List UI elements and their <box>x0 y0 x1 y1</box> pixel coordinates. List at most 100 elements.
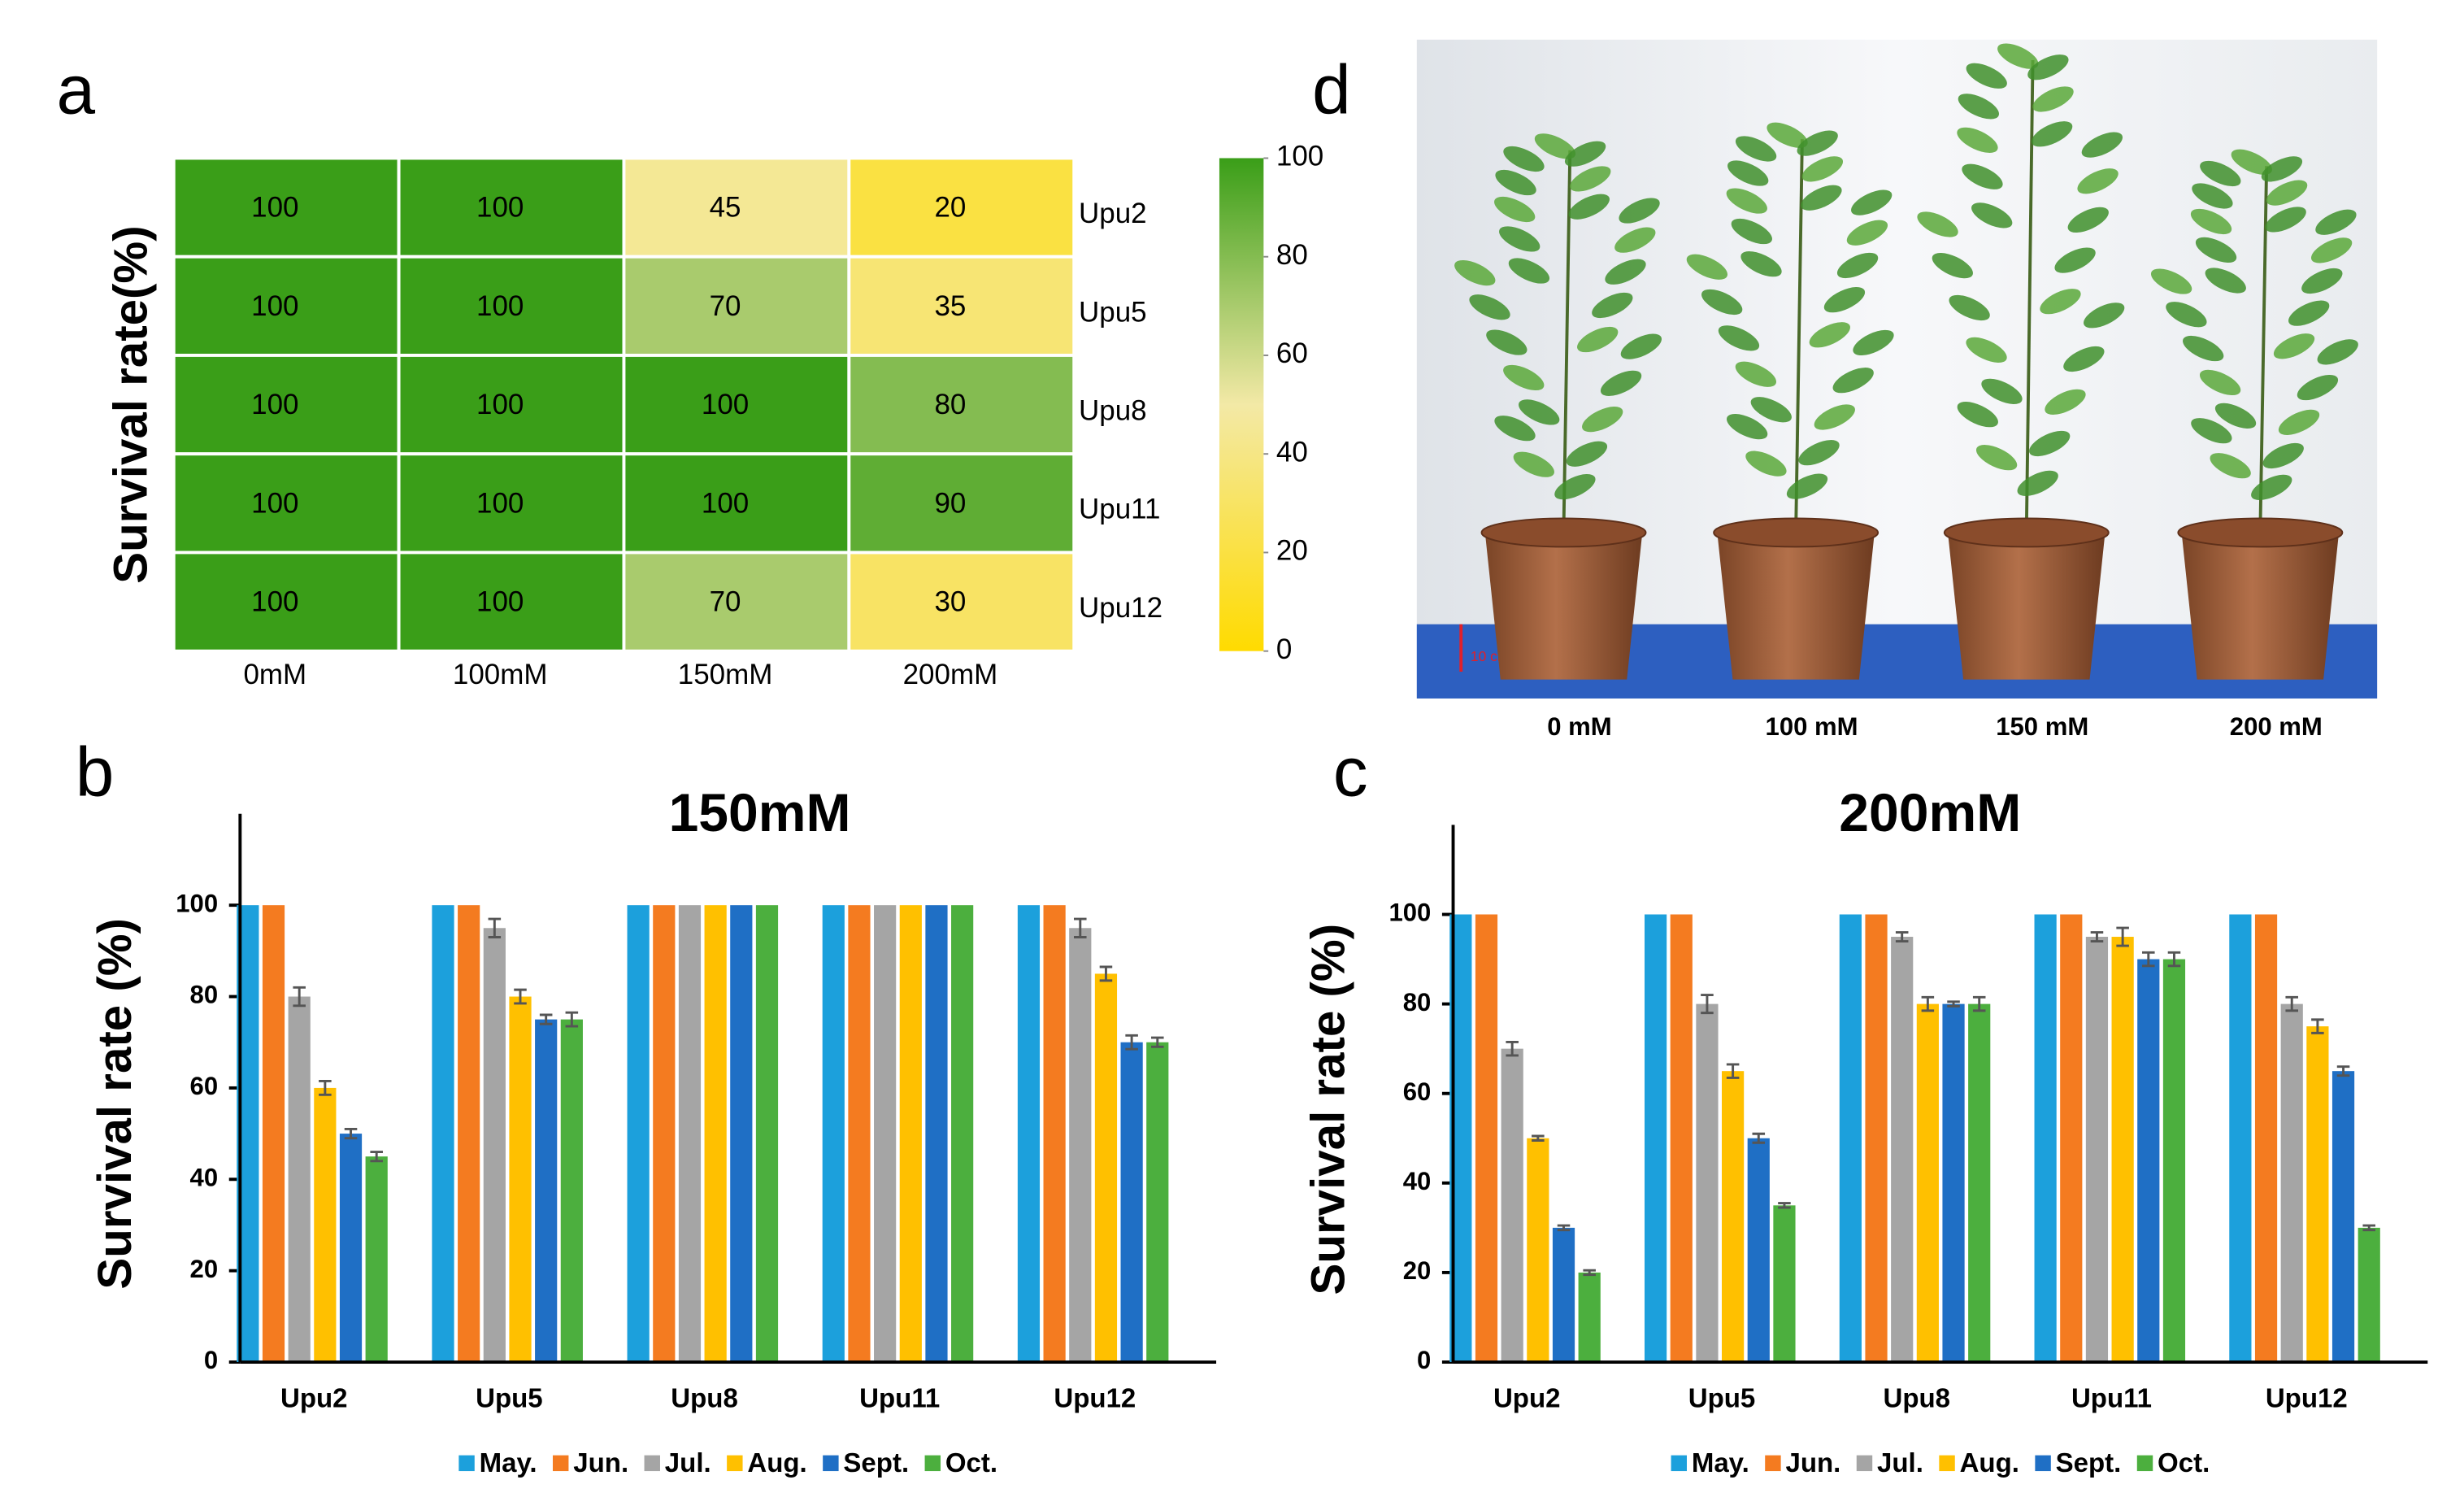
bar <box>653 905 676 1363</box>
heatmap-cell <box>397 551 626 653</box>
foliage <box>1949 294 1990 321</box>
foliage <box>1701 289 1743 316</box>
error-bar <box>1125 1034 1138 1051</box>
foliage <box>2166 302 2207 328</box>
legend-swatch <box>2136 1455 2153 1472</box>
error-bar <box>1074 917 1087 938</box>
foliage <box>2027 54 2069 81</box>
foliage <box>2315 209 2357 235</box>
foliage <box>2084 303 2125 329</box>
bar <box>822 905 845 1363</box>
y-tick-label: 20 <box>1403 1256 1432 1285</box>
pot-rim <box>1480 517 1647 548</box>
foliage <box>1809 322 1850 348</box>
foliage <box>1503 364 1545 391</box>
foliage <box>2288 300 2330 326</box>
foliage <box>2067 207 2109 233</box>
foliage <box>1614 227 1656 253</box>
heatmap-cell <box>172 551 401 653</box>
bar <box>925 905 948 1363</box>
error-bar <box>319 1080 332 1096</box>
foliage <box>1469 294 1510 320</box>
foliage <box>1745 450 1787 477</box>
foliage <box>1582 407 1623 433</box>
column-label: 150mM <box>678 659 773 690</box>
cell-label: 70 <box>710 290 741 322</box>
legend-swatch <box>727 1455 743 1472</box>
foliage <box>1971 202 2013 229</box>
colorbar-tick-label: 20 <box>1276 535 1308 567</box>
bar <box>432 905 454 1363</box>
error-bar <box>1752 1132 1766 1144</box>
legend-label: Jun. <box>573 1447 628 1478</box>
foliage <box>1519 399 1560 425</box>
legend-swatch <box>1939 1455 1955 1472</box>
foliage <box>1962 163 2003 189</box>
error-bar <box>1947 1000 1960 1008</box>
cell-label: 100 <box>251 290 298 322</box>
bar <box>1501 1048 1523 1363</box>
heatmap-cell <box>172 156 401 259</box>
cell-label: 80 <box>934 389 966 420</box>
bar <box>730 905 753 1363</box>
foliage <box>2045 389 2086 415</box>
bar <box>1146 1042 1169 1363</box>
foliage <box>2032 86 2074 112</box>
error-bar <box>2336 1065 2350 1077</box>
heatmap-cell <box>397 156 626 259</box>
bar <box>1120 1042 1143 1363</box>
foliage <box>2017 470 2058 496</box>
x-tick-label: Upu8 <box>671 1382 738 1412</box>
heatmap-cell <box>622 156 851 259</box>
foliage <box>1832 368 1874 394</box>
row-label: Upu5 <box>1079 296 1147 328</box>
foliage <box>2261 156 2303 182</box>
foliage <box>1740 251 1782 277</box>
error-bar <box>344 1128 358 1140</box>
bar <box>2280 1003 2303 1363</box>
y-tick-label: 20 <box>190 1255 219 1283</box>
foliage <box>2266 180 2308 206</box>
bar <box>1722 1071 1745 1363</box>
bar <box>483 928 506 1363</box>
bar <box>899 905 922 1363</box>
foliage <box>2195 237 2237 263</box>
foliage <box>1727 160 1769 186</box>
y-axis-label: Survival rate (%) <box>1302 924 1354 1295</box>
error-bar <box>2116 926 2129 947</box>
y-tick-label: 0 <box>1417 1346 1431 1374</box>
y-axis-label: Survival rate(%) <box>105 225 158 583</box>
cell-label: 100 <box>476 487 524 519</box>
pot <box>1947 529 2105 680</box>
foliage <box>1801 185 1842 211</box>
cell-label: 100 <box>476 389 524 420</box>
foliage <box>2200 160 2241 187</box>
bar <box>1017 905 1041 1363</box>
bar <box>2229 914 2252 1363</box>
foliage <box>2310 237 2353 263</box>
stem <box>2024 59 2035 530</box>
foliage <box>2054 247 2096 273</box>
row-label: Upu8 <box>1079 395 1147 427</box>
foliage <box>1932 253 1973 279</box>
cell-label: 35 <box>934 290 966 322</box>
legend-swatch <box>924 1455 941 1472</box>
error-bar <box>514 988 527 1005</box>
bar <box>1094 973 1118 1363</box>
bar <box>1773 1205 1796 1363</box>
bar <box>2331 1071 2355 1363</box>
pot-rim <box>2177 517 2344 548</box>
x-tick-label: Upu12 <box>1054 1382 1136 1412</box>
error-bar <box>1583 1269 1596 1277</box>
column-label: 0mM <box>243 659 306 690</box>
error-bar <box>293 986 306 1008</box>
bar <box>704 905 727 1363</box>
x-tick-label: Upu5 <box>1688 1382 1756 1412</box>
foliage <box>1568 194 1610 220</box>
bar <box>1942 1003 1965 1363</box>
bar <box>1747 1138 1770 1363</box>
pot <box>1484 529 1643 680</box>
foliage <box>1620 333 1662 359</box>
foliage <box>1798 440 1840 466</box>
